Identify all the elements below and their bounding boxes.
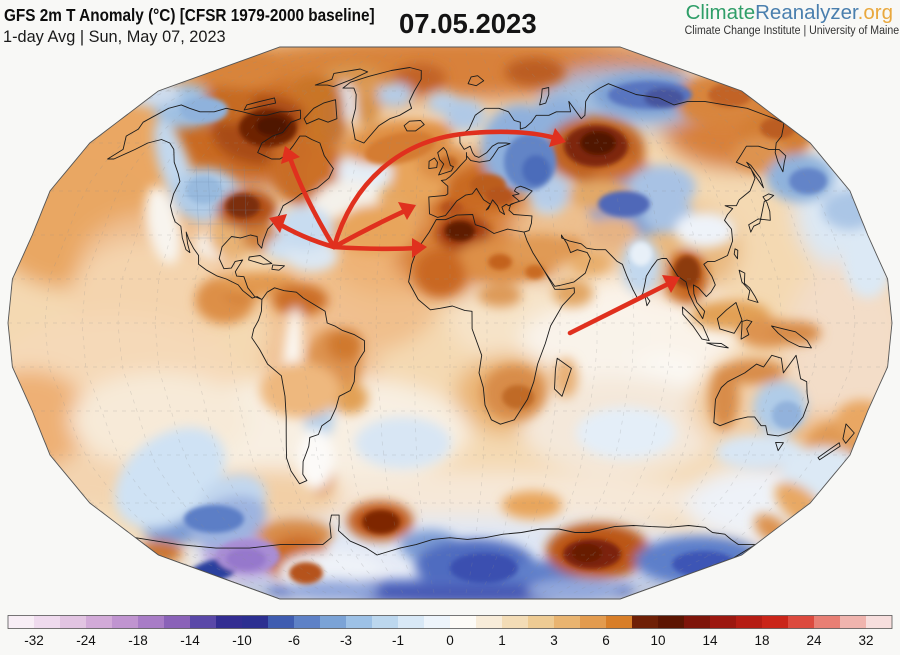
svg-text:0: 0 — [446, 633, 454, 648]
svg-text:-14: -14 — [180, 633, 200, 648]
svg-text:24: 24 — [806, 633, 822, 648]
svg-text:3: 3 — [550, 633, 558, 648]
svg-text:1: 1 — [498, 633, 506, 648]
svg-text:-10: -10 — [232, 633, 252, 648]
svg-text:-24: -24 — [76, 633, 96, 648]
svg-text:-18: -18 — [128, 633, 148, 648]
svg-text:-1: -1 — [392, 633, 404, 648]
svg-text:-3: -3 — [340, 633, 352, 648]
svg-text:-32: -32 — [24, 633, 44, 648]
svg-text:14: 14 — [702, 633, 718, 648]
svg-text:10: 10 — [650, 633, 665, 648]
svg-text:18: 18 — [754, 633, 769, 648]
svg-text:32: 32 — [858, 633, 873, 648]
svg-text:-6: -6 — [288, 633, 300, 648]
svg-text:6: 6 — [602, 633, 610, 648]
